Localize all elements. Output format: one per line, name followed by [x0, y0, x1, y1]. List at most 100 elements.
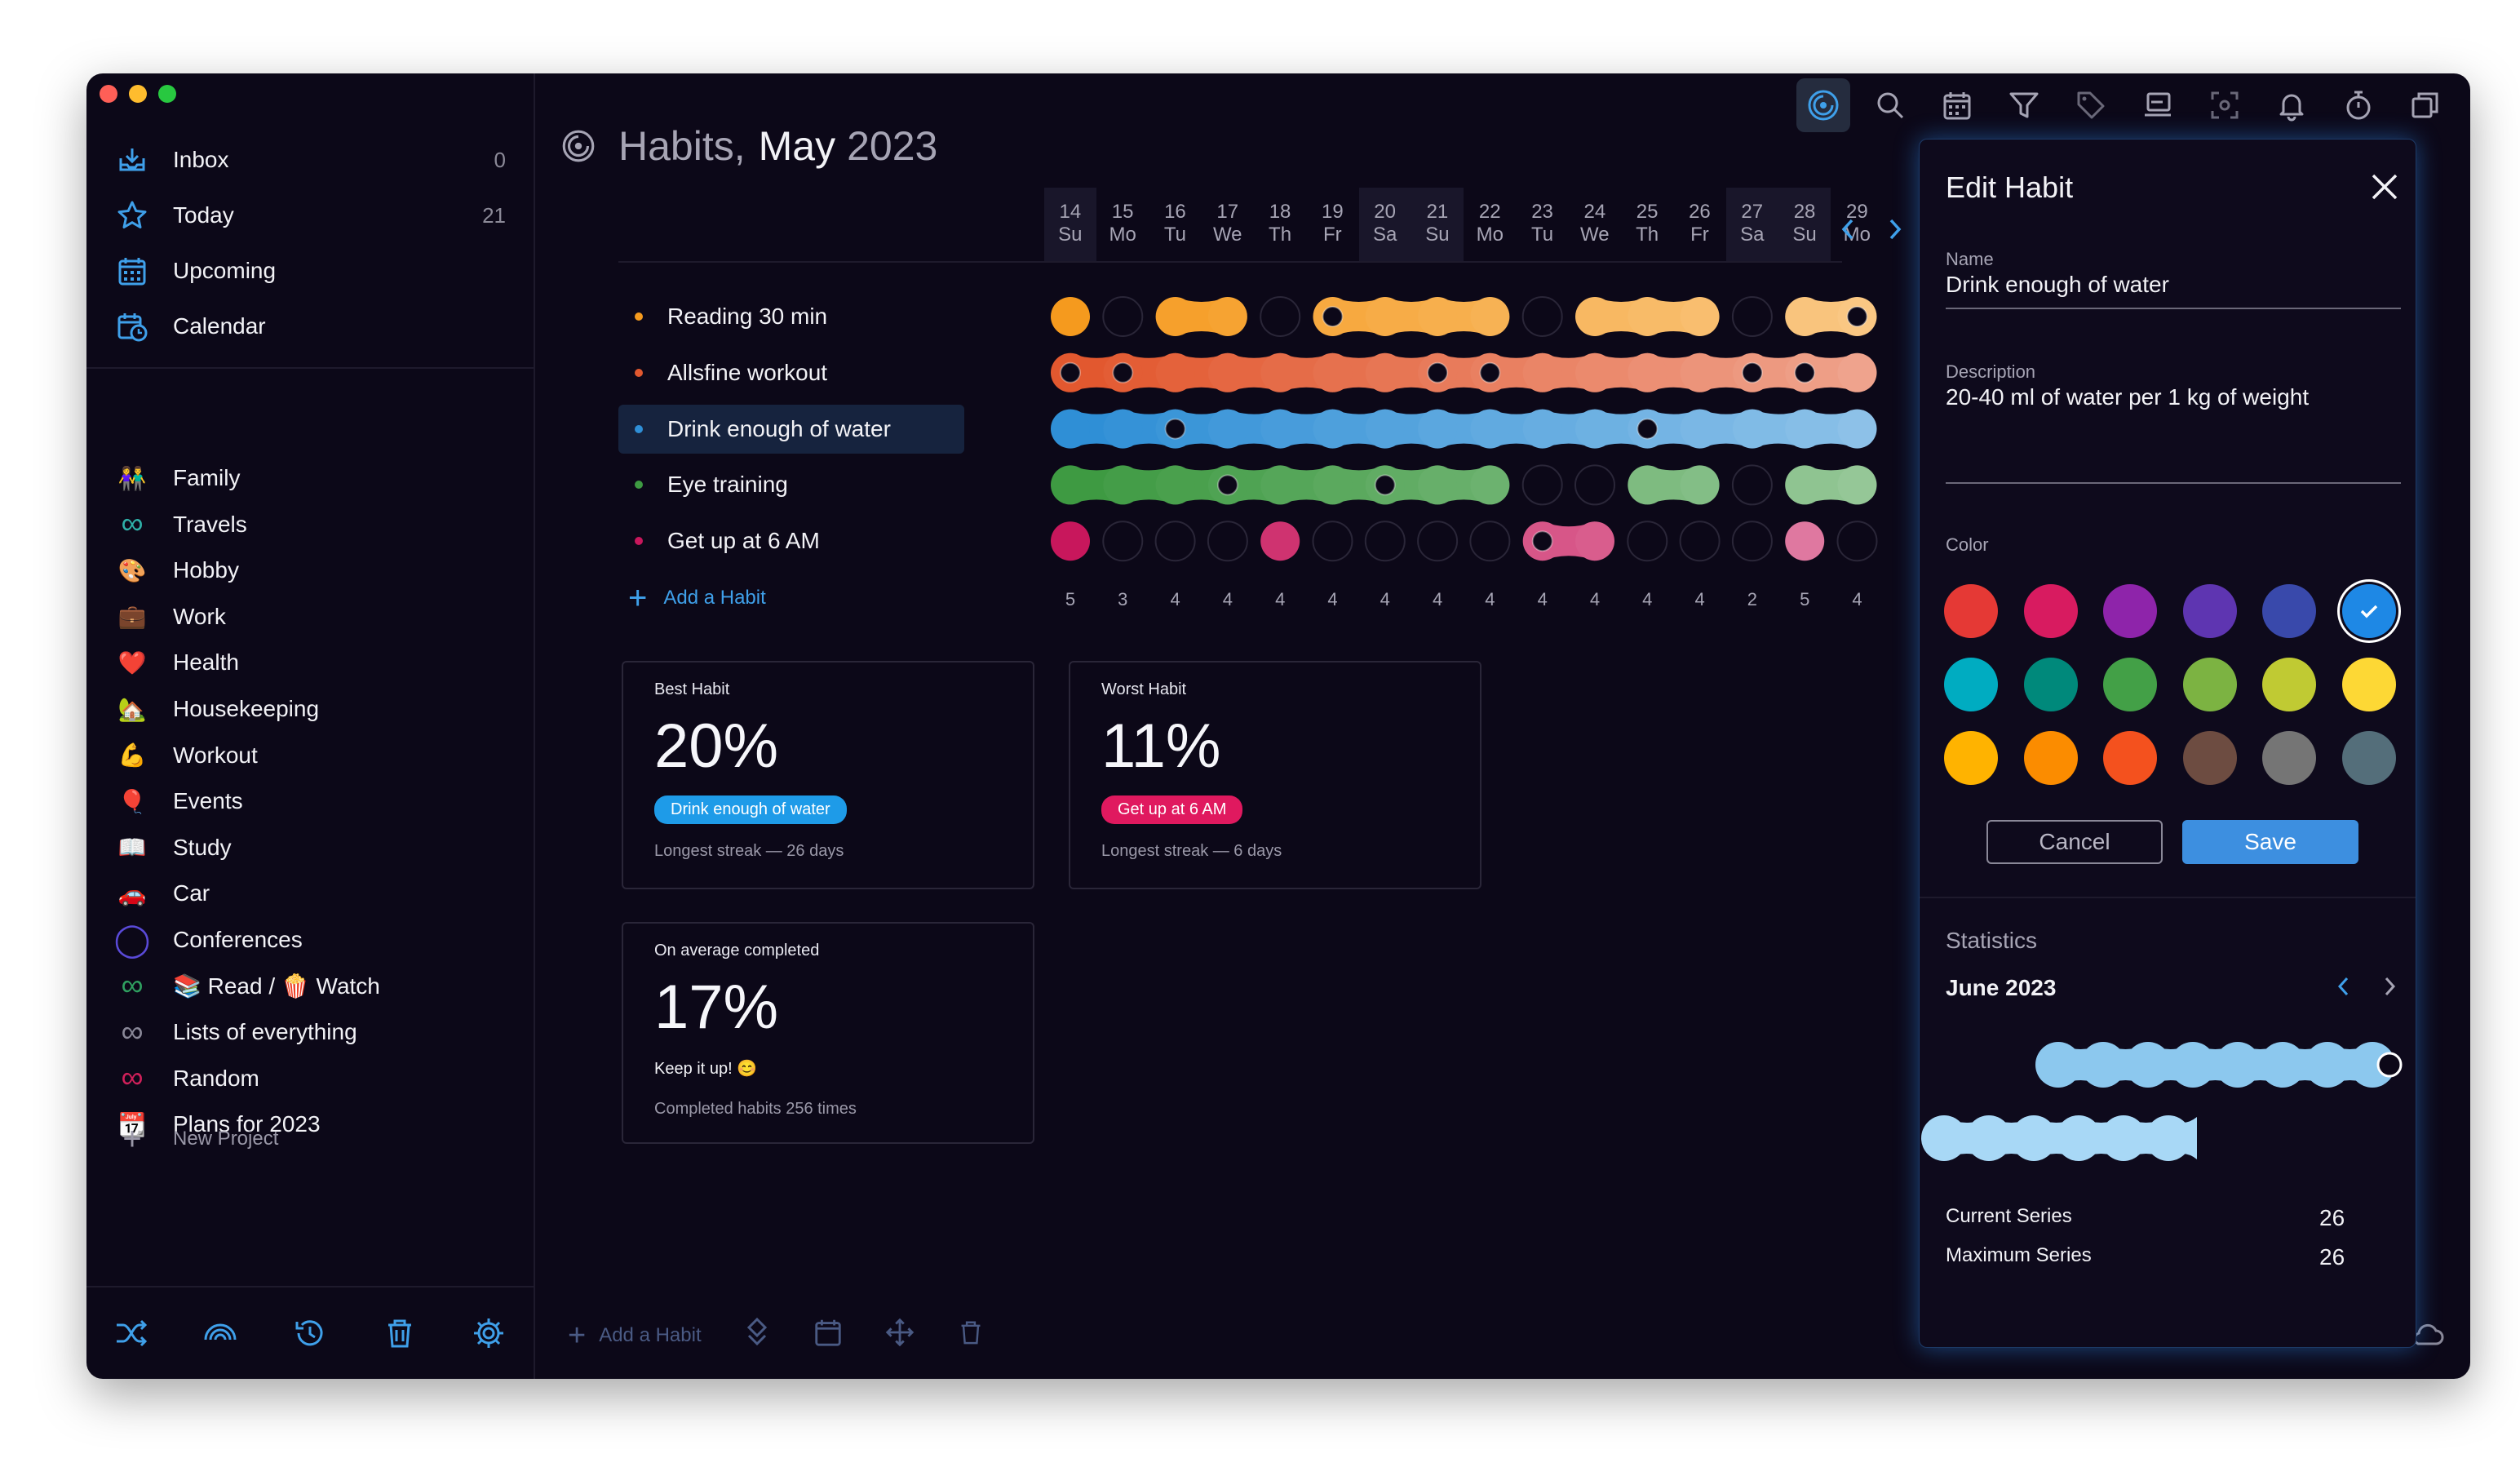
shuffle-icon[interactable]: [111, 1313, 152, 1354]
habit-day-cell[interactable]: [1575, 521, 1614, 561]
habit-day-cell[interactable]: [1680, 297, 1720, 336]
habit-day-cell[interactable]: [1731, 296, 1773, 337]
sidebar-item-calendar[interactable]: Calendar: [114, 304, 522, 349]
habit-day-cell[interactable]: [1155, 352, 1195, 392]
habit-row[interactable]: Get up at 6 AM: [618, 516, 964, 565]
habit-day-cell[interactable]: [1628, 352, 1667, 392]
habit-day-cell[interactable]: [1102, 296, 1144, 337]
present-icon[interactable]: [2131, 78, 2185, 132]
sidebar-item-today[interactable]: Today 21: [114, 193, 522, 238]
sidebar-item-project[interactable]: 🚗 Car: [114, 874, 522, 913]
habit-day-cell[interactable]: [1837, 409, 1877, 449]
habit-day-cell[interactable]: [1103, 465, 1143, 505]
habit-grid[interactable]: [86, 73, 2470, 645]
bottom-add-habit-button[interactable]: + Add a Habit: [568, 1320, 702, 1351]
habit-day-cell[interactable]: [1364, 521, 1406, 562]
settings-gear-icon[interactable]: [468, 1313, 509, 1354]
habit-day-cell[interactable]: [1680, 352, 1720, 392]
habit-day-cell[interactable]: [1260, 352, 1300, 392]
habit-day-cell[interactable]: [1051, 521, 1090, 561]
habit-day-cell[interactable]: [1522, 409, 1562, 449]
search-icon[interactable]: [1863, 78, 1917, 132]
habit-day-cell[interactable]: [1470, 297, 1510, 336]
color-swatch[interactable]: [1944, 584, 1998, 638]
color-swatch[interactable]: [2182, 658, 2237, 711]
habit-day-cell[interactable]: [1785, 409, 1825, 449]
habit-day-cell[interactable]: [1313, 465, 1353, 505]
sidebar-item-project[interactable]: ∞ Travels: [114, 505, 522, 544]
habit-day-cell[interactable]: [1365, 409, 1405, 449]
habit-day-cell[interactable]: [1207, 297, 1247, 336]
habit-day-cell[interactable]: [1837, 465, 1877, 505]
filter-icon[interactable]: [1997, 78, 2051, 132]
color-swatch[interactable]: [2103, 584, 2157, 638]
habit-day-cell[interactable]: [1260, 409, 1300, 449]
stats-next-month-icon[interactable]: [2381, 975, 2398, 1002]
color-swatch[interactable]: [1944, 731, 1998, 785]
habit-day-cell[interactable]: [1574, 464, 1615, 506]
habit-row[interactable]: Eye training: [618, 460, 964, 509]
next-week-arrow-icon[interactable]: [1884, 217, 1904, 246]
habit-day-cell[interactable]: [1365, 297, 1405, 336]
habit-row[interactable]: Allsfine workout: [618, 348, 964, 397]
habit-day-cell[interactable]: [1365, 352, 1405, 392]
calendar-icon[interactable]: [1930, 78, 1984, 132]
description-field[interactable]: 20-40 ml of water per 1 kg of weight: [1946, 384, 2310, 410]
habit-day-cell[interactable]: [1785, 297, 1825, 336]
habit-day-cell[interactable]: [1522, 352, 1562, 392]
trash-icon[interactable]: [379, 1313, 420, 1354]
habit-day-cell[interactable]: [1679, 521, 1721, 562]
color-swatch[interactable]: [2182, 584, 2237, 638]
habit-day-cell[interactable]: [1628, 297, 1667, 336]
sidebar-item-project[interactable]: 👫 Family: [114, 459, 522, 498]
habit-day-cell[interactable]: [1575, 352, 1614, 392]
zoom-window-button[interactable]: [158, 85, 176, 103]
color-swatch[interactable]: [2341, 658, 2396, 711]
habit-day-cell[interactable]: [1836, 521, 1878, 562]
habit-day-cell[interactable]: [1155, 465, 1195, 505]
habit-day-cell[interactable]: [1260, 521, 1300, 561]
color-swatch[interactable]: [2341, 731, 2396, 785]
habit-day-cell[interactable]: [1627, 521, 1668, 562]
habit-day-cell[interactable]: [1731, 464, 1773, 506]
sidebar-item-project[interactable]: ◯ Conferences: [114, 920, 522, 959]
worst-habit-pill[interactable]: Get up at 6 AM: [1101, 795, 1243, 824]
broadcast-icon[interactable]: [200, 1313, 241, 1354]
sidebar-item-project[interactable]: ∞ Lists of everything: [114, 1013, 522, 1052]
habit-row[interactable]: Reading 30 min: [618, 292, 964, 341]
color-swatch[interactable]: [1944, 658, 1998, 711]
habit-day-cell[interactable]: [1207, 521, 1248, 562]
habit-day-cell[interactable]: [1732, 409, 1772, 449]
add-habit-button[interactable]: + Add a Habit: [628, 582, 766, 614]
new-project-button[interactable]: + New Project: [114, 1116, 522, 1162]
sidebar-item-project[interactable]: 📆 Plans for 2023: [114, 1105, 522, 1144]
color-swatch[interactable]: [2023, 584, 2078, 638]
color-swatch[interactable]: [2262, 584, 2316, 638]
sidebar-item-project[interactable]: 🎨 Hobby: [114, 551, 522, 590]
history-icon[interactable]: [290, 1313, 330, 1354]
habit-day-cell[interactable]: [1418, 465, 1458, 505]
close-window-button[interactable]: [100, 85, 117, 103]
color-swatch[interactable]: [2262, 731, 2316, 785]
bottom-calendar-icon[interactable]: [813, 1317, 844, 1354]
save-button[interactable]: Save: [2182, 820, 2358, 864]
color-swatch[interactable]: [2023, 658, 2078, 711]
color-swatch[interactable]: [2103, 731, 2157, 785]
habit-day-cell[interactable]: [1260, 465, 1300, 505]
color-swatch[interactable]: [2262, 658, 2316, 711]
reorder-icon[interactable]: [742, 1316, 772, 1354]
sidebar-item-project[interactable]: 💼 Work: [114, 597, 522, 636]
habit-day-cell[interactable]: [1051, 297, 1090, 336]
cancel-button[interactable]: Cancel: [1986, 820, 2163, 864]
habit-day-cell[interactable]: [1680, 465, 1720, 505]
habit-day-cell[interactable]: [1575, 297, 1614, 336]
color-swatch[interactable]: [2103, 658, 2157, 711]
sidebar-item-project[interactable]: ∞ 📚 Read / 🍿 Watch: [114, 967, 522, 1006]
habit-day-cell[interactable]: [1051, 409, 1090, 449]
move-icon[interactable]: [884, 1317, 915, 1354]
habit-day-cell[interactable]: [1418, 297, 1458, 336]
sidebar-item-project[interactable]: ∞ Random: [114, 1059, 522, 1098]
sidebar-item-project[interactable]: ❤️ Health: [114, 643, 522, 682]
color-swatch[interactable]: [2182, 731, 2237, 785]
sidebar-item-project[interactable]: 🏡 Housekeeping: [114, 689, 522, 729]
